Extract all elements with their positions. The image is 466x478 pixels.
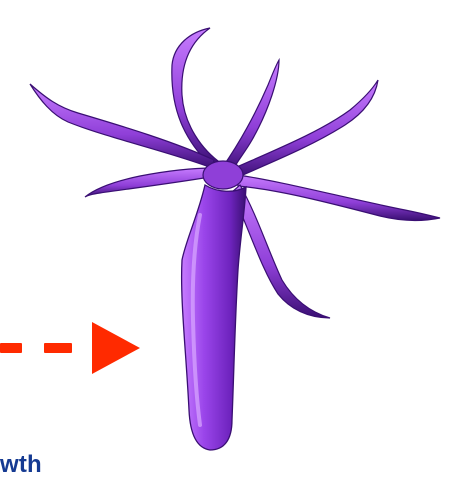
arrow-head: [92, 322, 140, 374]
body-highlight: [190, 213, 202, 427]
arrow-dash-2: [44, 343, 72, 353]
tentacle-far-right: [229, 79, 379, 179]
tentacle-far-left: [29, 83, 215, 169]
arrow-dash-1: [0, 343, 22, 353]
tentacle-lower-right-drooping: [231, 184, 331, 319]
growth-label: wth: [0, 451, 42, 478]
hydra-head: [202, 160, 244, 190]
tentacle-upper-left: [171, 27, 224, 166]
dashed-arrow-icon: [0, 322, 140, 374]
tentacle-lower-right-long: [237, 174, 441, 222]
tentacle-mid-left: [84, 167, 215, 198]
